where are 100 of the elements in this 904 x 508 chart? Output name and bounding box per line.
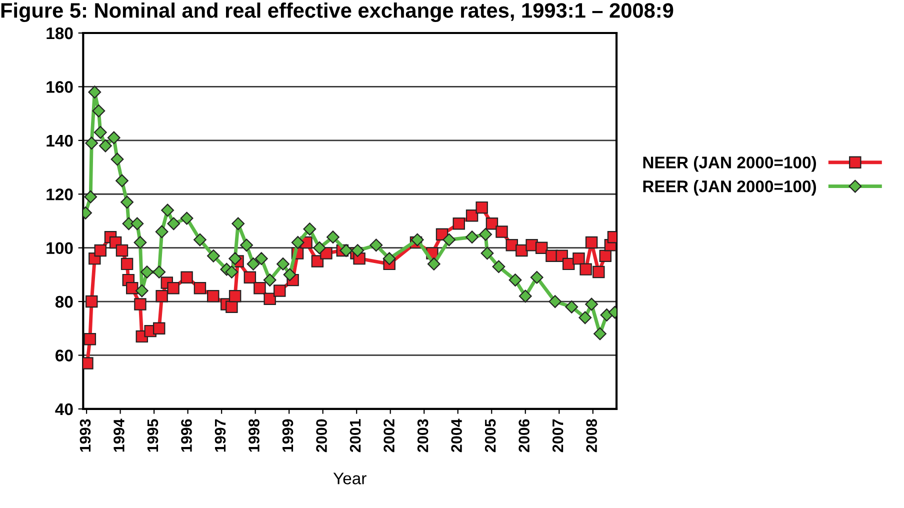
point bbox=[480, 246, 494, 260]
point bbox=[135, 284, 148, 298]
point bbox=[572, 252, 585, 265]
point bbox=[194, 233, 206, 246]
x-tick-label: 1993 bbox=[80, 419, 91, 452]
point bbox=[496, 226, 508, 238]
point bbox=[370, 238, 383, 252]
point bbox=[382, 252, 396, 266]
point bbox=[492, 260, 506, 274]
point bbox=[580, 263, 592, 276]
point bbox=[548, 295, 562, 308]
point bbox=[194, 282, 206, 294]
y-tick-label: 120 bbox=[46, 188, 73, 200]
point bbox=[155, 225, 168, 238]
point bbox=[167, 217, 180, 230]
point bbox=[303, 222, 316, 236]
legend-label: NEER (JAN 2000=100) bbox=[643, 156, 816, 172]
point bbox=[134, 236, 147, 249]
point bbox=[311, 255, 324, 268]
point bbox=[153, 322, 166, 334]
point bbox=[599, 250, 612, 262]
y-tick-label: 80 bbox=[55, 296, 73, 308]
y-tick-label: 100 bbox=[46, 242, 73, 254]
chart-title: Figure 5: Nominal and real effective exchange rates, 1993:1 – 2008:9 bbox=[1, 2, 674, 22]
x-tick-label: 1999 bbox=[282, 419, 294, 452]
x-tick-label: 2003 bbox=[417, 419, 428, 452]
point bbox=[283, 268, 296, 282]
y-tick-label: 140 bbox=[46, 134, 73, 147]
point bbox=[452, 218, 465, 230]
x-tick-label: 1995 bbox=[147, 419, 158, 452]
point bbox=[228, 290, 242, 302]
y-tick-label: 180 bbox=[46, 27, 73, 40]
x-tick-label: 1994 bbox=[114, 418, 124, 452]
point bbox=[107, 131, 120, 144]
point bbox=[565, 300, 578, 314]
point bbox=[134, 298, 146, 310]
point bbox=[225, 266, 238, 278]
point bbox=[116, 174, 128, 188]
point bbox=[291, 236, 304, 249]
point bbox=[92, 104, 106, 118]
point bbox=[410, 233, 424, 246]
point bbox=[264, 292, 276, 305]
x-tick-label: 2008 bbox=[586, 419, 597, 452]
point bbox=[578, 311, 592, 324]
point bbox=[84, 333, 96, 346]
x-tick-label: 1996 bbox=[181, 419, 192, 452]
point bbox=[110, 152, 124, 166]
point bbox=[276, 257, 290, 270]
point bbox=[274, 284, 286, 297]
point bbox=[254, 282, 266, 294]
point bbox=[88, 86, 102, 99]
y-tick-label: 160 bbox=[46, 81, 73, 93]
x-tick-label: 2006 bbox=[518, 419, 530, 452]
x-tick-label: 2004 bbox=[451, 418, 462, 452]
point bbox=[140, 266, 154, 278]
point bbox=[530, 270, 544, 284]
point bbox=[254, 252, 268, 266]
point bbox=[240, 238, 253, 252]
point bbox=[518, 290, 532, 303]
point bbox=[85, 295, 98, 308]
point bbox=[120, 196, 134, 209]
point bbox=[167, 282, 180, 294]
x-axis-title: Year bbox=[333, 472, 366, 484]
point bbox=[476, 201, 488, 214]
y-tick-label: 60 bbox=[56, 350, 73, 362]
point bbox=[592, 266, 605, 278]
point bbox=[180, 212, 194, 225]
point bbox=[94, 244, 106, 257]
point bbox=[152, 266, 166, 278]
point bbox=[232, 217, 245, 230]
point bbox=[99, 139, 112, 152]
point bbox=[84, 190, 98, 204]
point bbox=[442, 233, 456, 246]
point bbox=[116, 244, 128, 257]
point bbox=[126, 282, 138, 294]
point bbox=[120, 258, 134, 270]
point bbox=[94, 126, 107, 139]
point bbox=[226, 300, 238, 314]
point bbox=[313, 241, 326, 254]
point bbox=[207, 249, 220, 262]
x-tick-label: 1997 bbox=[214, 419, 226, 452]
point bbox=[228, 252, 242, 266]
x-tick-label: 2001 bbox=[350, 419, 361, 452]
point bbox=[427, 257, 440, 270]
x-tick-label: 2002 bbox=[384, 419, 394, 452]
point bbox=[246, 257, 260, 270]
point bbox=[340, 244, 353, 257]
x-tick-label: 2005 bbox=[484, 419, 496, 452]
x-tick-label: 1998 bbox=[248, 419, 260, 452]
point bbox=[263, 274, 276, 286]
point bbox=[479, 228, 492, 241]
x-tick-label: 2000 bbox=[316, 419, 327, 452]
x-tick-label: 2007 bbox=[552, 419, 564, 452]
y-tick-label: 40 bbox=[55, 403, 73, 416]
point bbox=[130, 217, 144, 230]
point bbox=[85, 136, 98, 150]
point bbox=[486, 218, 498, 230]
point bbox=[535, 242, 548, 254]
point bbox=[180, 271, 193, 284]
point bbox=[508, 274, 522, 286]
